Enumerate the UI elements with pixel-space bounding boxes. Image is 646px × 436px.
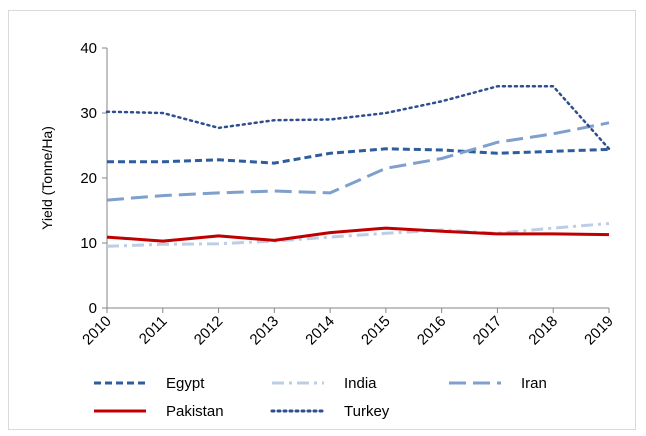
y-tick-label: 0: [89, 300, 97, 317]
x-tick-label: 2010: [79, 313, 115, 349]
y-tick-labels: 0 10 20 30 40: [80, 40, 97, 317]
x-tick-label: 2014: [302, 313, 338, 349]
y-axis-title: Yield (Tonne/Ha): [39, 126, 55, 230]
legend-label-india: India: [344, 375, 377, 392]
chart-frame: [8, 10, 636, 430]
legend-label-egypt: Egypt: [166, 375, 205, 392]
x-tick-label: 2015: [358, 313, 394, 349]
x-tick-label: 2011: [136, 313, 171, 348]
series-line-egypt: [107, 147, 610, 165]
legend: Egypt India Iran Pakistan Turkey: [94, 375, 547, 420]
series-line-pakistan: [106, 226, 610, 243]
series-line-india: [106, 222, 610, 248]
x-tick-label: 2018: [525, 313, 561, 349]
legend-label-turkey: Turkey: [344, 403, 390, 420]
series-line-iran: [106, 121, 610, 202]
series-line-turkey: [105, 85, 611, 151]
x-tick-label: 2012: [191, 313, 227, 349]
y-tick-label: 20: [80, 170, 97, 187]
x-tick-label: 2017: [470, 313, 506, 349]
y-tick-label: 40: [80, 40, 97, 57]
legend-label-pakistan: Pakistan: [166, 403, 224, 420]
y-tick-label: 30: [80, 105, 97, 122]
x-tick-label: 2013: [247, 313, 283, 349]
x-tick-label: 2016: [414, 313, 450, 349]
y-tick-label: 10: [80, 235, 97, 252]
legend-label-iran: Iran: [521, 375, 547, 392]
series-lines: [105, 85, 611, 248]
x-tick-labels: 2010 2011 2012 2013 2014 2015 2016 2017 2018 2019: [79, 313, 617, 349]
axes: [102, 47, 610, 313]
x-tick-label: 2019: [581, 313, 617, 349]
